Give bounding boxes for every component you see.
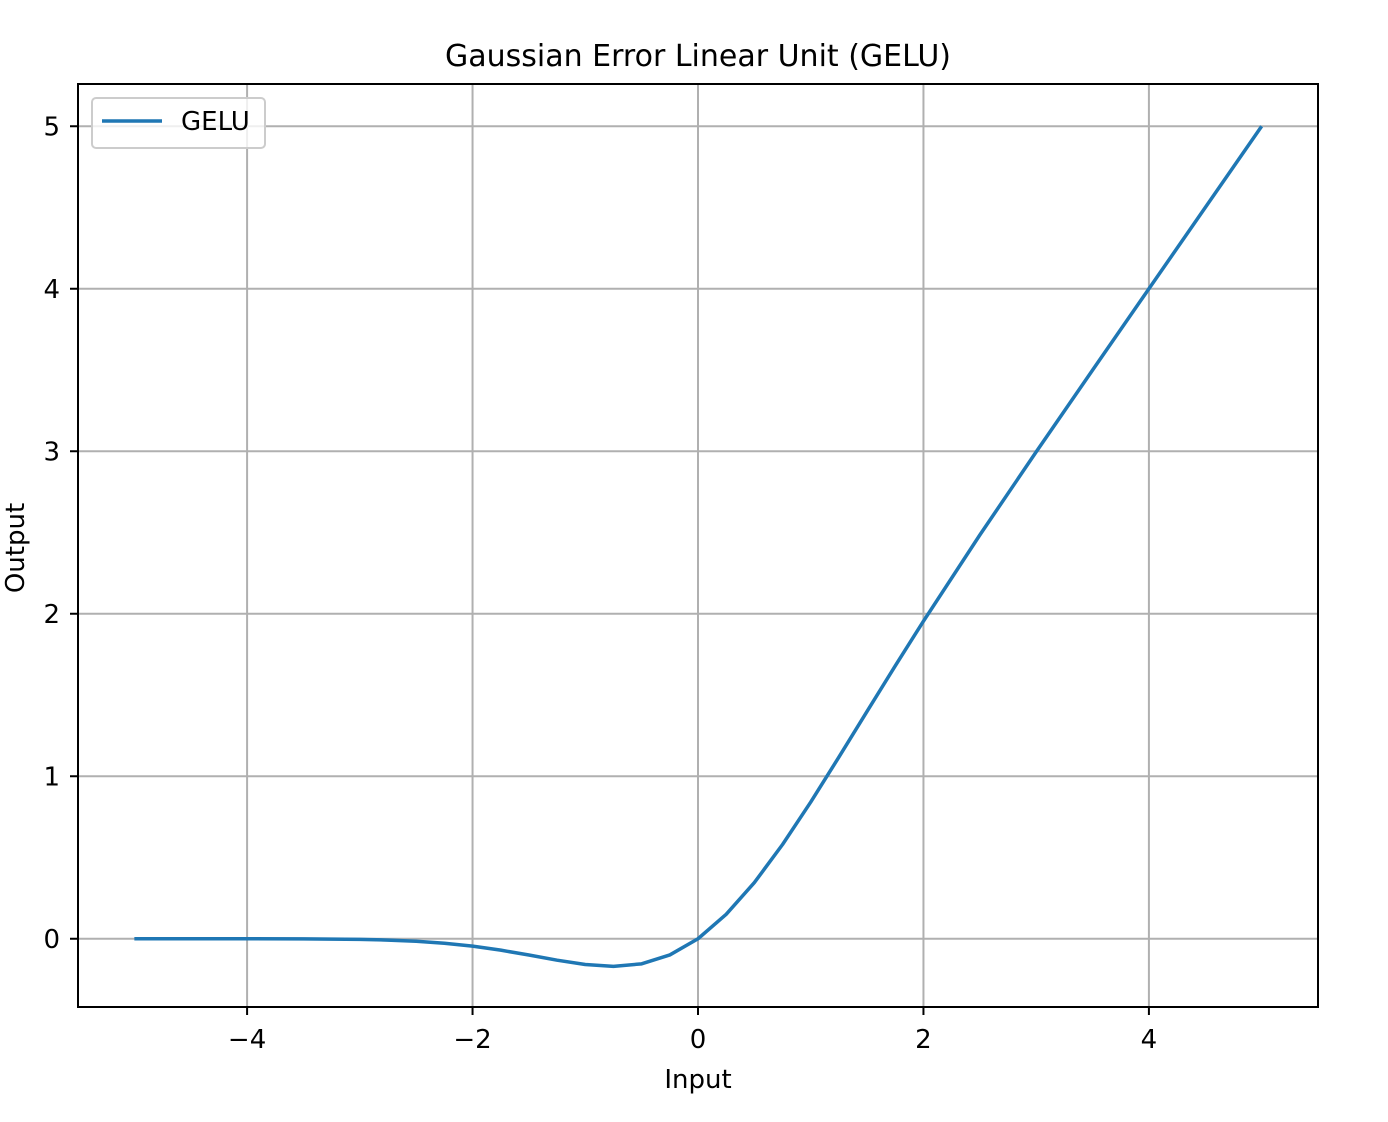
x-tick-label: −4 xyxy=(228,1025,266,1055)
x-tick-label: −2 xyxy=(453,1025,491,1055)
series-line-gelu xyxy=(134,125,1264,969)
y-tick-label: 3 xyxy=(43,437,60,467)
x-axis-label: Input xyxy=(664,1065,731,1095)
y-tick-label: 5 xyxy=(43,112,60,142)
legend: GELU xyxy=(91,97,266,149)
series-layer xyxy=(134,125,1264,969)
y-tick-label: 2 xyxy=(43,600,60,630)
ticks: −4 −2 0 2 4 0 1 2 3 4 5 xyxy=(43,112,1157,1055)
legend-box xyxy=(91,97,266,149)
x-tick-label: 2 xyxy=(915,1025,932,1055)
chart-title: Gaussian Error Linear Unit (GELU) xyxy=(445,39,951,74)
x-tick-label: 4 xyxy=(1141,1025,1158,1055)
y-tick-label: 1 xyxy=(43,762,60,792)
y-tick-label: 4 xyxy=(43,275,60,305)
y-tick-label: 0 xyxy=(43,925,60,955)
x-tick-label: 0 xyxy=(690,1025,707,1055)
legend-label-gelu: GELU xyxy=(181,107,250,137)
y-axis-label: Output xyxy=(1,503,31,593)
